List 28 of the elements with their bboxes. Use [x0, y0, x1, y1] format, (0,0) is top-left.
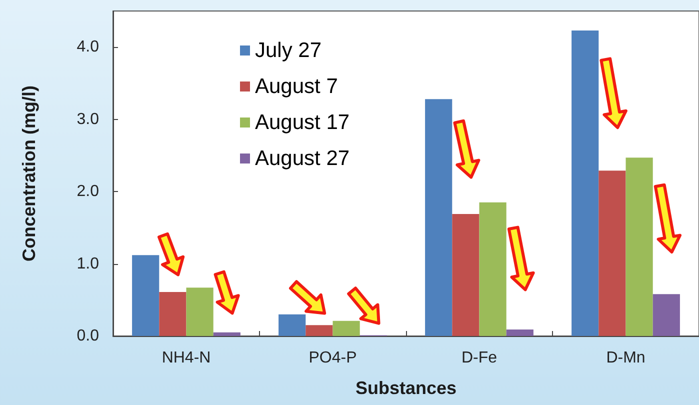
- bar: [213, 332, 240, 336]
- bar: [306, 325, 333, 336]
- x-tick-label: D-Fe: [461, 350, 498, 366]
- bar: [425, 99, 452, 336]
- bar: [132, 255, 160, 336]
- bar: [159, 292, 186, 336]
- bar: [626, 158, 653, 336]
- x-tick-label: D-Mn: [606, 350, 646, 366]
- y-tick-label: 2.0: [76, 183, 100, 200]
- bar: [572, 30, 599, 336]
- legend-label: July 27: [255, 39, 322, 62]
- bar: [598, 170, 626, 336]
- y-axis-title: Concentration (mg/l): [19, 86, 39, 262]
- x-tick-label: NH4-N: [162, 350, 211, 366]
- bar: [506, 330, 534, 336]
- x-tick-label: PO4-P: [308, 350, 357, 366]
- x-axis-title: Substances: [355, 378, 457, 398]
- y-tick-label: 4.0: [76, 38, 100, 56]
- bar: [479, 202, 506, 336]
- bar: [332, 320, 360, 336]
- legend-label: August 7: [255, 75, 338, 98]
- legend-label: August 17: [255, 111, 350, 134]
- bar: [652, 294, 680, 336]
- y-tick-label: 0.0: [76, 328, 100, 344]
- y-tick-label: 3.0: [76, 110, 100, 128]
- y-tick-label: 1.0: [76, 255, 100, 272]
- legend-label: August 27: [255, 147, 350, 170]
- bar: [452, 214, 480, 336]
